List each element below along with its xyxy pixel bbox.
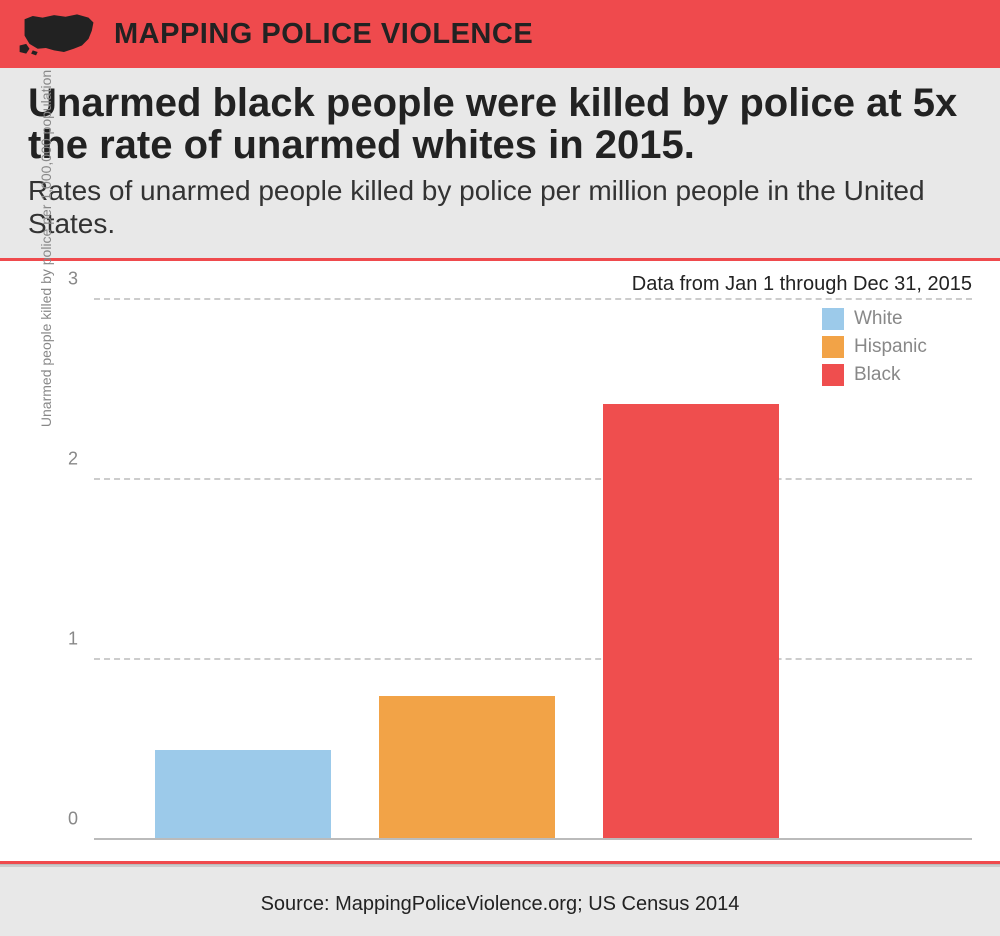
- headline-block: Unarmed black people were killed by poli…: [0, 68, 1000, 258]
- y-axis-label: Unarmed people killed by police per 1,00…: [38, 70, 54, 427]
- date-range: Data from Jan 1 through Dec 31, 2015: [28, 271, 972, 300]
- bar-hispanic: [379, 696, 555, 840]
- footer: Source: MappingPoliceViolence.org; US Ce…: [0, 865, 1000, 936]
- us-map-icon: [18, 11, 100, 57]
- y-tick: 2: [68, 449, 78, 470]
- bars-container: [94, 300, 972, 840]
- chart-area: Data from Jan 1 through Dec 31, 2015 Una…: [0, 261, 1000, 861]
- plot-wrap: Unarmed people killed by police per 1,00…: [64, 300, 972, 840]
- y-tick: 0: [68, 809, 78, 830]
- header-bar: MAPPING POLICE VIOLENCE: [0, 0, 1000, 68]
- y-tick: 1: [68, 629, 78, 650]
- brand-title: MAPPING POLICE VIOLENCE: [114, 18, 533, 51]
- plot: WhiteHispanicBlack 0123: [94, 300, 972, 840]
- x-axis-baseline: [94, 838, 972, 840]
- subheadline: Rates of unarmed people killed by police…: [28, 174, 972, 240]
- bar-white: [155, 750, 331, 840]
- y-tick: 3: [68, 269, 78, 290]
- headline: Unarmed black people were killed by poli…: [28, 82, 972, 166]
- source-text: Source: MappingPoliceViolence.org; US Ce…: [261, 893, 740, 915]
- bar-black: [603, 404, 779, 840]
